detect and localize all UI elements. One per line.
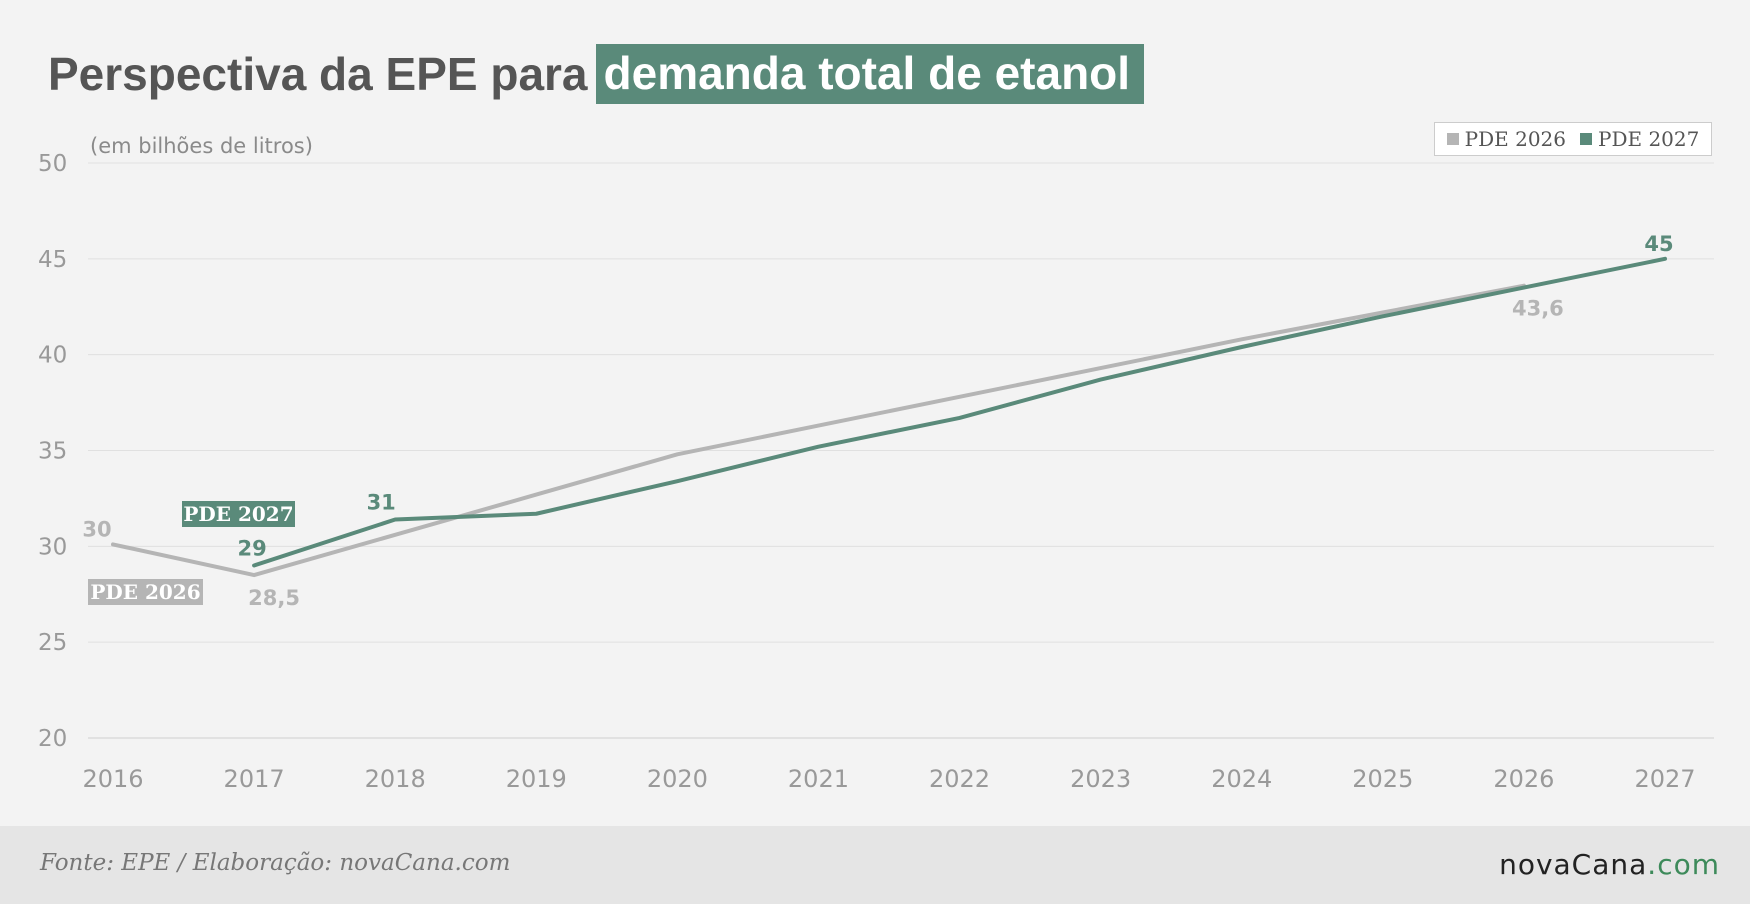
data-label-pde-2026-2017: 28,5: [248, 586, 300, 610]
chart-legend: PDE 2026 PDE 2027: [1434, 122, 1712, 156]
series-tag-pde-2027-text: PDE 2027: [183, 502, 293, 526]
x-tick-label-2023: 2023: [1070, 765, 1131, 793]
series-tag-pde-2026-text: PDE 2026: [90, 580, 200, 604]
x-tick-label-2016: 2016: [82, 765, 143, 793]
series-line-pde-2027: [252, 256, 1667, 568]
x-tick-label-2021: 2021: [788, 765, 849, 793]
footer: Fonte: EPE / Elaboração: novaCana.com no…: [0, 826, 1750, 904]
x-tick-label-2017: 2017: [224, 765, 285, 793]
legend-item-pde-2027: PDE 2027: [1580, 127, 1699, 151]
x-tick-label-2022: 2022: [929, 765, 990, 793]
brand-logo: novaCana.com: [1499, 848, 1720, 881]
brand-logo-tld: .com: [1647, 848, 1720, 881]
legend-swatch-pde-2026: [1446, 133, 1459, 145]
series-tag-pde-2026-box: [88, 579, 203, 605]
data-label-pde-2026-2026: 43,6: [1512, 297, 1564, 321]
x-tick-label-2026: 2026: [1493, 765, 1554, 793]
y-tick-label-25: 25: [38, 630, 67, 656]
legend-label-pde-2026: PDE 2026: [1464, 127, 1566, 151]
data-label-pde-2027-2017: 29: [237, 537, 266, 561]
series-tag-pde-2027-box: [182, 501, 295, 527]
x-tick-label-2024: 2024: [1211, 765, 1272, 793]
y-tick-label-50: 50: [38, 151, 67, 177]
x-tick-label-2020: 2020: [647, 765, 708, 793]
chart-title: Perspectiva da EPE para demanda total de…: [48, 44, 1145, 104]
brand-logo-main: novaCana: [1499, 848, 1648, 881]
chart-title-part1: Perspectiva da EPE para: [48, 48, 588, 100]
x-tick-label-2025: 2025: [1352, 765, 1413, 793]
chart-title-highlight: demanda total de etanol: [595, 44, 1145, 104]
legend-label-pde-2027: PDE 2027: [1598, 127, 1700, 151]
y-tick-label-30: 30: [38, 534, 67, 560]
x-tick-label-2027: 2027: [1634, 765, 1695, 793]
data-label-pde-2026-2016: 30: [82, 517, 111, 541]
legend-swatch-pde-2027: [1580, 133, 1592, 145]
y-tick-label-40: 40: [38, 343, 67, 369]
data-label-pde-2027-2018: 31: [367, 491, 396, 515]
legend-item-pde-2026: PDE 2026: [1446, 127, 1566, 151]
source-note: Fonte: EPE / Elaboração: novaCana.com: [40, 850, 511, 876]
y-unit-label: (em bilhões de litros): [90, 134, 313, 158]
data-label-pde-2027-2027: 45: [1644, 232, 1673, 256]
y-tick-label-20: 20: [38, 726, 67, 752]
x-tick-label-2019: 2019: [506, 765, 567, 793]
x-tick-label-2018: 2018: [365, 765, 426, 793]
y-tick-label-35: 35: [38, 439, 67, 465]
series-line-pde-2026: [111, 283, 1526, 578]
y-tick-label-45: 45: [38, 247, 67, 273]
